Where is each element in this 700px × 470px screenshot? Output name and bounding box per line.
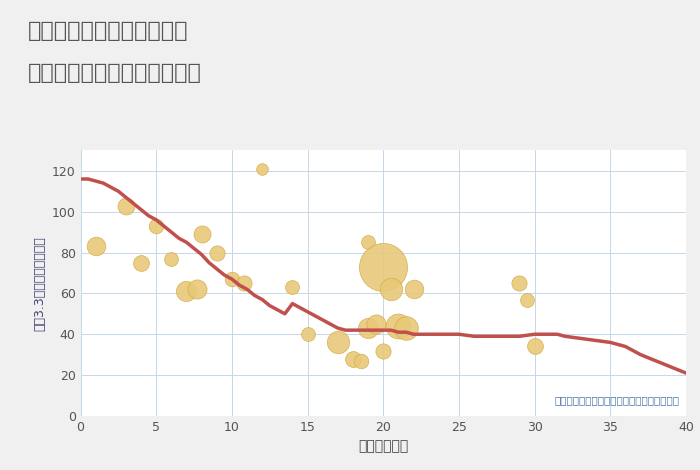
Point	[226, 275, 237, 283]
Point	[136, 259, 147, 266]
Text: 築年数別中古マンション価格: 築年数別中古マンション価格	[28, 63, 202, 84]
Point	[192, 286, 203, 293]
Point	[529, 343, 540, 350]
Point	[400, 324, 412, 332]
Point	[166, 255, 177, 262]
Point	[150, 222, 162, 230]
Point	[239, 279, 250, 287]
Point	[363, 324, 374, 332]
Point	[181, 288, 192, 295]
Y-axis label: 坪（3.3㎡）単価（万円）: 坪（3.3㎡）単価（万円）	[33, 236, 46, 330]
Point	[196, 230, 207, 238]
Point	[393, 322, 404, 330]
Point	[355, 357, 366, 365]
Point	[211, 249, 223, 256]
Point	[408, 286, 419, 293]
Point	[120, 202, 132, 209]
Point	[385, 286, 396, 293]
Point	[302, 330, 313, 338]
Point	[378, 347, 389, 354]
Point	[90, 243, 101, 250]
Point	[514, 279, 525, 287]
Point	[332, 339, 344, 346]
Text: 兵庫県姫路市北平野台町の: 兵庫県姫路市北平野台町の	[28, 21, 188, 41]
Point	[287, 283, 298, 291]
Point	[256, 165, 267, 172]
Text: 円の大きさは、取引のあった物件面積を示す: 円の大きさは、取引のあった物件面積を示す	[555, 395, 680, 405]
Point	[378, 263, 389, 271]
Point	[370, 320, 382, 328]
Point	[522, 296, 533, 303]
Point	[347, 355, 358, 362]
Point	[363, 239, 374, 246]
X-axis label: 築年数（年）: 築年数（年）	[358, 439, 408, 454]
